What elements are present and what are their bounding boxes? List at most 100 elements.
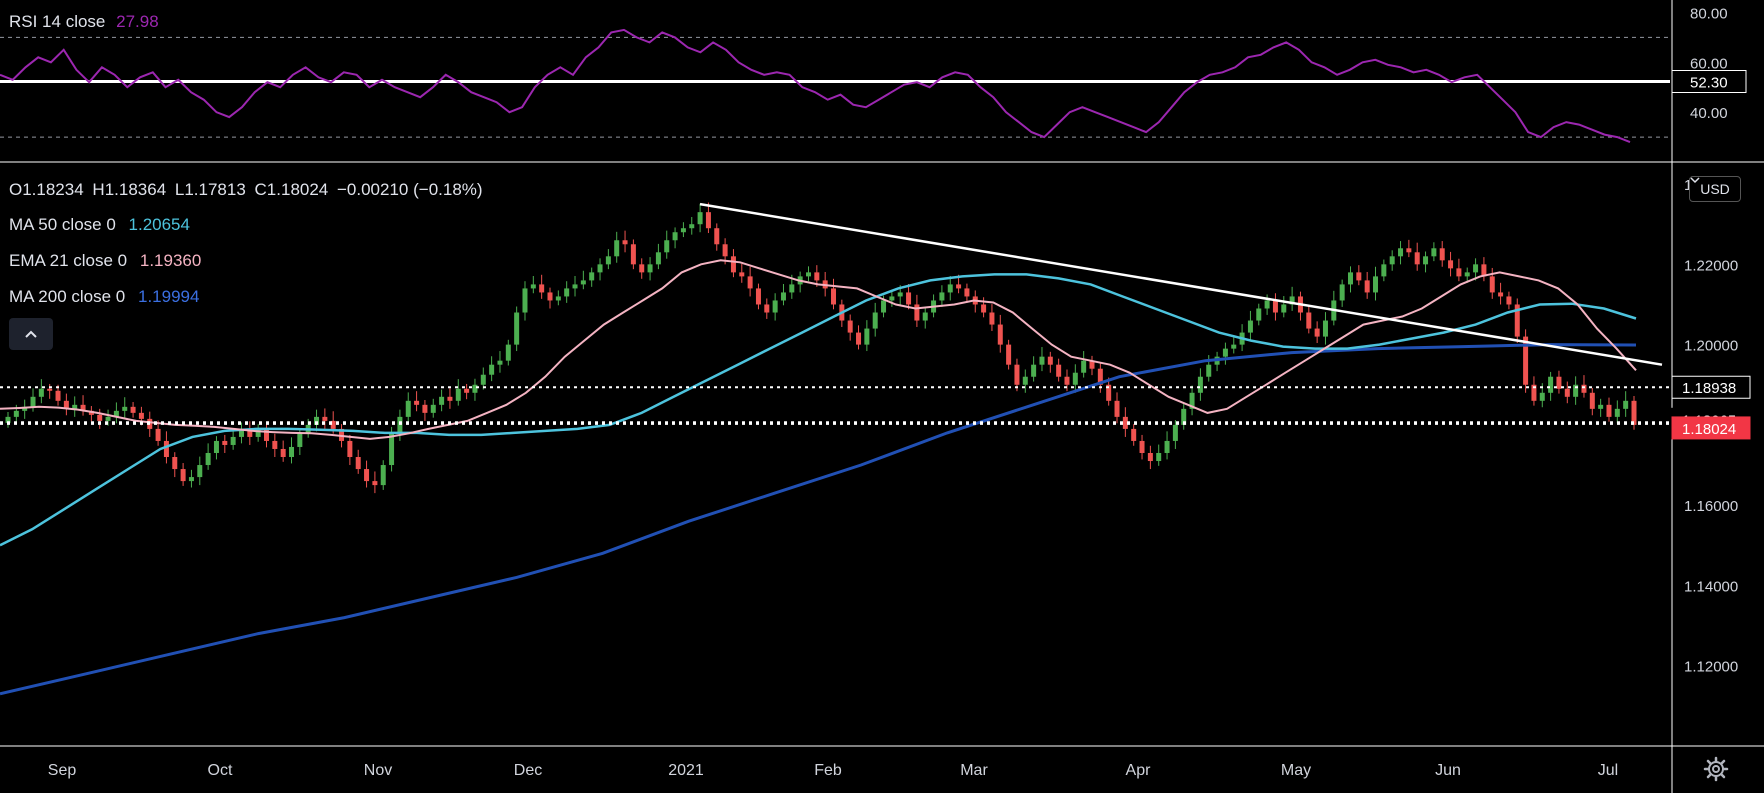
candle-body (1631, 400, 1637, 425)
candle-body (238, 430, 244, 437)
candle-body (680, 228, 686, 233)
currency-label: USD (1700, 181, 1730, 197)
candle-body (455, 388, 461, 401)
candle-body (1272, 300, 1278, 313)
candle-body (1431, 248, 1437, 257)
candle-body (272, 440, 278, 449)
gear-icon[interactable] (1703, 756, 1729, 782)
candle-body (230, 436, 236, 445)
candle-body (163, 440, 169, 458)
candle-body (689, 224, 695, 229)
candle-body (1389, 256, 1395, 265)
candle-body (480, 374, 486, 385)
candle-body (697, 212, 703, 225)
candle-body (956, 284, 962, 289)
candle-body (1114, 400, 1120, 417)
candle-body (1506, 296, 1512, 305)
indicator-legend-ema21[interactable]: EMA 21 close 0 1.19360 (9, 251, 201, 271)
candle-body (1189, 392, 1195, 409)
candle-body (247, 430, 253, 437)
ohlc-legend: O1.18234 H1.18364 L1.17813 C1.18024 −0.0… (9, 180, 487, 200)
candle-body (1197, 376, 1203, 393)
rsi-axis-tick: 60.00 (1690, 55, 1728, 72)
ema21-line (0, 259, 1637, 440)
candle-body (605, 256, 611, 265)
candle-body (13, 410, 19, 417)
candle-body (1006, 344, 1012, 365)
currency-dropdown[interactable]: USD (1689, 176, 1741, 202)
candle-body (1131, 428, 1137, 441)
time-axis-label: 2021 (668, 762, 704, 779)
candle-body (906, 292, 912, 305)
candle-body (47, 388, 53, 391)
ma200-line (0, 343, 1637, 696)
candle-body (80, 404, 86, 411)
candle-body (30, 396, 36, 407)
candle-body (205, 452, 211, 466)
candle-body (897, 292, 903, 297)
price-badge (1671, 375, 1751, 399)
candle-body (764, 304, 770, 313)
candle-body (805, 272, 811, 277)
time-axis-label: Sep (48, 762, 77, 779)
candle-body (1139, 440, 1145, 453)
candle-body (430, 404, 436, 413)
candle-body (1072, 372, 1078, 385)
candle-body (1364, 280, 1370, 293)
candle-body (172, 457, 178, 470)
candle-body (1448, 260, 1454, 269)
ohlc-change: −0.00210 (−0.18%) (337, 180, 483, 199)
candle-body (1564, 388, 1570, 397)
time-axis-label: Feb (814, 762, 842, 779)
candle-body (1122, 416, 1128, 429)
candle-body (1289, 296, 1295, 305)
time-axis-label: Jun (1435, 762, 1461, 779)
candle-body (188, 477, 194, 482)
candle-body (639, 264, 645, 273)
candle-body (1606, 404, 1612, 417)
candle-body (1464, 272, 1470, 277)
candle-body (405, 400, 411, 417)
candle-body (138, 412, 144, 419)
candle-body (55, 390, 61, 401)
indicator-legend-ma200[interactable]: MA 200 close 0 1.19994 (9, 287, 199, 307)
candle-body (130, 406, 136, 413)
candle-body (1573, 384, 1579, 397)
ohlc-low: L1.17813 (174, 180, 246, 199)
candle-body (330, 420, 336, 429)
candle-body (664, 240, 670, 253)
candle-body (1014, 364, 1020, 385)
candle-body (722, 244, 728, 257)
candle-body (489, 364, 495, 375)
candle-body (1589, 392, 1595, 409)
candle-body (1206, 364, 1212, 377)
trendline (699, 202, 1663, 366)
candle-body (63, 400, 69, 409)
candle-body (97, 414, 103, 421)
candle-body (1047, 356, 1053, 365)
candle-body (414, 400, 420, 405)
indicator-legend-ma50[interactable]: MA 50 close 0 1.20654 (9, 215, 190, 235)
candle-body (1347, 272, 1353, 285)
ma50-line (0, 273, 1637, 547)
collapse-legend-button[interactable] (9, 318, 53, 350)
rsi-line (0, 28, 1631, 144)
candle-body (647, 264, 653, 273)
candle-body (856, 332, 862, 345)
candle-body (1281, 304, 1287, 313)
candle-body (1156, 452, 1162, 462)
candle-body (113, 410, 119, 417)
candle-body (1614, 408, 1620, 417)
candle-body (997, 324, 1003, 345)
candle-body (1523, 336, 1529, 385)
candle-body (1439, 248, 1445, 261)
candle-body (714, 228, 720, 245)
candle-body (1398, 248, 1404, 257)
ohlc-high: H1.18364 (92, 180, 167, 199)
candle-body (347, 440, 353, 458)
candle-body (497, 360, 503, 365)
candle-body (939, 292, 945, 301)
indicator-label: EMA 21 close 0 (9, 251, 128, 270)
candle-body (547, 292, 553, 301)
candle-body (872, 312, 878, 329)
